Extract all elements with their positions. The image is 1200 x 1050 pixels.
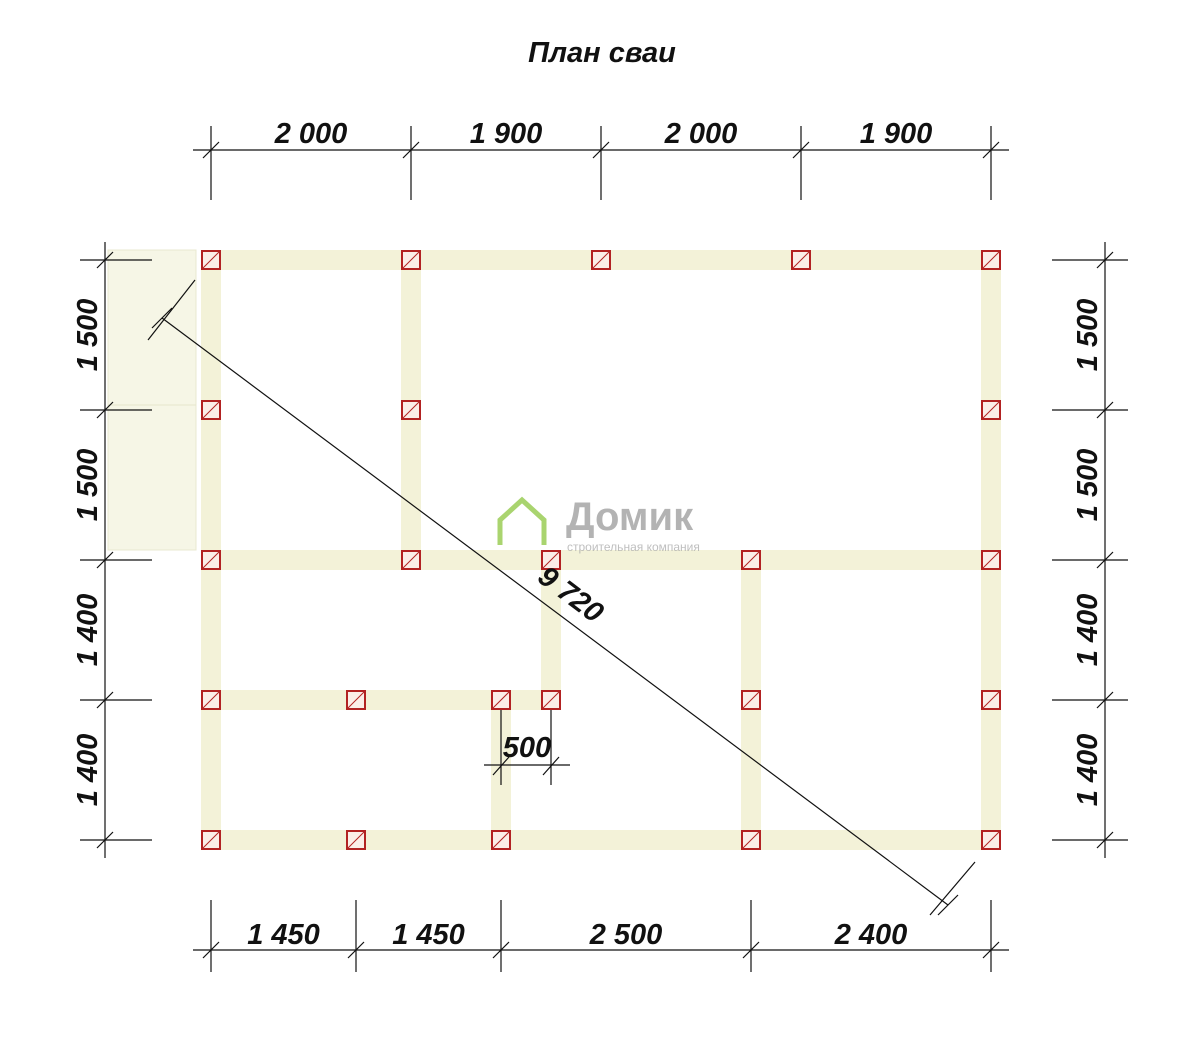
diagonal-line bbox=[161, 317, 949, 906]
dim-tick bbox=[1096, 831, 1114, 849]
diagonal-extension bbox=[147, 279, 196, 341]
pile-hatch bbox=[401, 400, 421, 420]
dim-label: 1 900 bbox=[860, 118, 933, 150]
dim-tick bbox=[96, 251, 114, 269]
dim-label: 1 400 bbox=[1072, 734, 1104, 807]
diagonal-tick bbox=[151, 307, 173, 329]
beam bbox=[211, 690, 551, 710]
dim-tick bbox=[592, 141, 610, 159]
pile-hatch bbox=[201, 690, 221, 710]
dim-tick bbox=[792, 141, 810, 159]
pile-hatch bbox=[201, 400, 221, 420]
pile-hatch bbox=[741, 830, 761, 850]
dim-tick bbox=[982, 141, 1000, 159]
pile-hatch bbox=[201, 830, 221, 850]
dim-label: 1 400 bbox=[72, 734, 104, 807]
dim-label: 1 400 bbox=[1072, 594, 1104, 667]
dim-tick bbox=[96, 551, 114, 569]
stairs-area bbox=[107, 249, 197, 551]
pile-hatch bbox=[346, 830, 366, 850]
dim-tick bbox=[202, 141, 220, 159]
dim-label: 2 000 bbox=[274, 118, 348, 150]
dim-tick bbox=[96, 831, 114, 849]
pile-hatch bbox=[346, 690, 366, 710]
dim-tick bbox=[1096, 401, 1114, 419]
pile-hatch bbox=[741, 690, 761, 710]
pile-hatch bbox=[491, 830, 511, 850]
dim-tick bbox=[492, 941, 510, 959]
dim-tick bbox=[96, 691, 114, 709]
title: План сваи bbox=[528, 37, 676, 69]
dim-label: 2 000 bbox=[664, 118, 738, 150]
dim-label: 1 500 bbox=[72, 449, 104, 522]
logo-tagline: строительная компания bbox=[567, 540, 700, 554]
dim-tick bbox=[96, 401, 114, 419]
dimensions: 2 000 1 900 2 000 1 900 1 450 1 450 2 500 2 400… bbox=[72, 118, 1128, 972]
dim-tick bbox=[1096, 551, 1114, 569]
pile-hatch bbox=[541, 690, 561, 710]
dim-label: 1 500 bbox=[72, 299, 104, 372]
pile-hatch bbox=[981, 690, 1001, 710]
pile-hatch bbox=[791, 250, 811, 270]
pile-hatch bbox=[401, 550, 421, 570]
beam bbox=[541, 560, 561, 700]
pile-hatch bbox=[981, 830, 1001, 850]
logo-name: Домик bbox=[566, 495, 694, 539]
dim-label: 1 900 bbox=[470, 118, 543, 150]
pile-hatch bbox=[491, 690, 511, 710]
piles bbox=[201, 250, 1001, 850]
dim-label: 1 450 bbox=[392, 919, 465, 951]
dim-tick bbox=[1096, 691, 1114, 709]
dim-tick bbox=[347, 941, 365, 959]
pile-hatch bbox=[981, 400, 1001, 420]
dim-label: 2 500 bbox=[589, 919, 663, 951]
pile-hatch bbox=[401, 250, 421, 270]
dim-tick bbox=[202, 941, 220, 959]
pile-hatch bbox=[591, 250, 611, 270]
logo: Домик строительная компания bbox=[497, 495, 700, 554]
stairs bbox=[107, 249, 197, 551]
pile-hatch bbox=[741, 550, 761, 570]
pile-hatch bbox=[201, 250, 221, 270]
logo-icon bbox=[497, 496, 547, 545]
pile-hatch bbox=[981, 550, 1001, 570]
dim-label: 1 500 bbox=[1072, 299, 1104, 372]
diagonal-tick bbox=[937, 894, 959, 916]
dim-label: 1 500 bbox=[1072, 449, 1104, 522]
dim-label: 1 450 bbox=[247, 919, 320, 951]
dim-label: 2 400 bbox=[834, 919, 908, 951]
diagonal-extension bbox=[929, 861, 976, 916]
pile-hatch bbox=[981, 250, 1001, 270]
dim-tick bbox=[742, 941, 760, 959]
dim-tick bbox=[982, 941, 1000, 959]
beam bbox=[211, 830, 991, 850]
dim-tick bbox=[1096, 251, 1114, 269]
pile-hatch bbox=[201, 550, 221, 570]
dim-label: 1 400 bbox=[72, 594, 104, 667]
dim-tick bbox=[402, 141, 420, 159]
inner-dim-label: 500 bbox=[503, 732, 551, 764]
pile-hatch bbox=[541, 550, 561, 570]
